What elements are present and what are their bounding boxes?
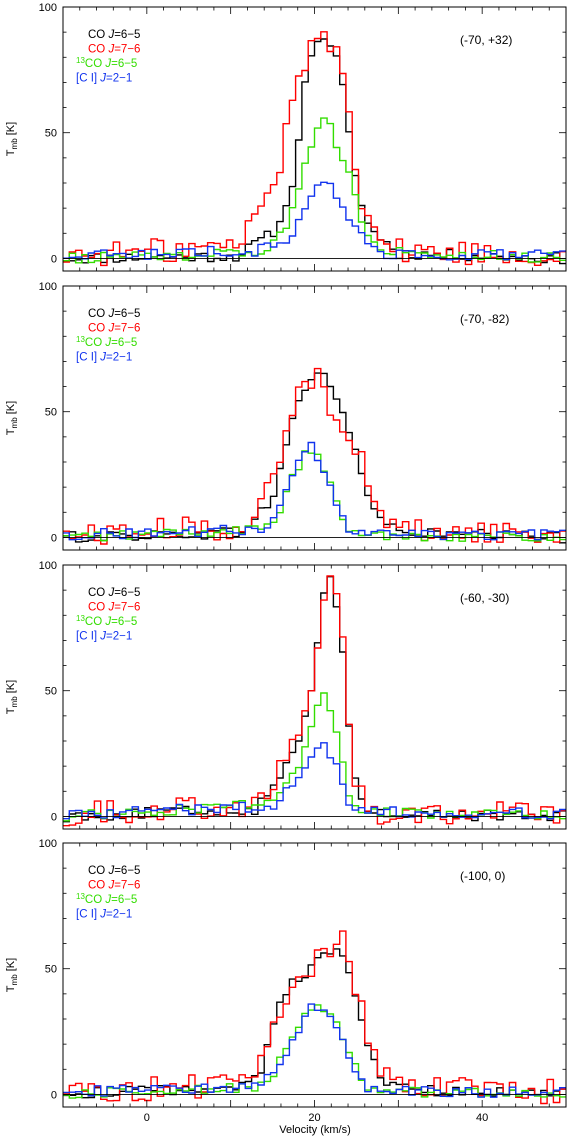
- panel-3-series-c-i-j-2-1: [63, 742, 566, 820]
- panel-2-y-tick-label: 50: [45, 407, 57, 419]
- panel-2-y-axis-label: Tmb [K]: [5, 401, 19, 435]
- panel-3-position-label: (-60, -30): [460, 591, 509, 605]
- panel-1-series-co-j-7-6: [63, 31, 566, 267]
- panel-2-legend-entry-1: CO J=6−5: [88, 308, 140, 320]
- panel-1-y-tick-label: 100: [39, 2, 57, 14]
- panel-2-position-label: (-70, -82): [460, 312, 509, 326]
- x-tick-label: 40: [476, 1112, 488, 1124]
- panel-4-y-tick-label: 0: [51, 1089, 57, 1101]
- panel-1-y-tick-label: 50: [45, 128, 57, 140]
- panel-1-y-axis-label: Tmb [K]: [5, 122, 19, 156]
- panel-4-y-tick-label: 50: [45, 964, 57, 976]
- panel-2-y-tick-label: 100: [39, 281, 57, 293]
- panel-4-legend-entry-1: CO J=6−5: [88, 865, 140, 877]
- panel-4-y-axis-label: Tmb [K]: [5, 958, 19, 992]
- panel-2-legend-entry-3: 13CO J=6−5: [76, 335, 137, 349]
- panel-1-ticks: [62, 6, 567, 271]
- panel-3-y-axis-label: Tmb [K]: [5, 680, 19, 714]
- panel-3-series-group: [63, 575, 566, 827]
- panel-1-legend-entry-4: [C I] J=2−1: [76, 73, 132, 85]
- panel-1-position-label: (-70, +32): [460, 33, 512, 47]
- panel-1-series-13co-j-6-5: [63, 117, 566, 264]
- panel-2-y-tick-label: 0: [51, 532, 57, 544]
- panel-3-ticks: [62, 564, 567, 829]
- panel-1-legend-entry-3: 13CO J=6−5: [76, 56, 137, 70]
- panel-1-y-tick-label: 0: [51, 253, 57, 265]
- panel-3-legend-entry-3: 13CO J=6−5: [76, 614, 137, 628]
- panel-3-y-tick-label: 0: [51, 811, 57, 823]
- panel-4-series-c-i-j-2-1: [63, 1003, 566, 1098]
- panel-3-legend-entry-1: CO J=6−5: [88, 587, 140, 599]
- panel-4-series-co-j-7-6: [63, 930, 566, 1105]
- panel-4-position-label: (-100, 0): [460, 869, 505, 883]
- panel-1-series-co-j-6-5: [63, 38, 566, 265]
- panel-2-series-c-i-j-2-1: [63, 441, 566, 541]
- panel-3: 0 50 100 Tmb [K] (-60, -30) CO J=6−5 CO J=7−61…: [5, 560, 567, 830]
- panel-3-legend-entry-2: CO J=7−6: [88, 602, 140, 614]
- panel-1-series-c-i-j-2-1: [63, 181, 566, 261]
- panel-2-series-co-j-6-5: [63, 372, 566, 544]
- panel-2-series-co-j-7-6: [63, 367, 566, 545]
- panel-1: 0 50 100 Tmb [K] (-70, +32) CO J=6−5 CO J=7−61…: [5, 2, 567, 272]
- panel-3-series-co-j-7-6: [63, 575, 566, 827]
- panel-4-legend-entry-2: CO J=7−6: [88, 880, 140, 892]
- panel-2-series-group: [63, 367, 566, 545]
- x-axis-label: Velocity (km/s): [279, 1124, 351, 1136]
- panel-3-y-tick-label: 100: [39, 560, 57, 572]
- panel-1-legend-entry-2: CO J=7−6: [88, 44, 140, 56]
- panel-4-series-group: [63, 930, 566, 1105]
- panel-4-series-13co-j-6-5: [63, 1004, 566, 1099]
- panel-2-ticks: [62, 285, 567, 550]
- panel-1-legend-entry-1: CO J=6−5: [88, 29, 140, 41]
- panel-4-y-tick-label: 100: [39, 838, 57, 850]
- panel-4-legend-entry-4: [C I] J=2−1: [76, 909, 132, 921]
- panel-2: 0 50 100 Tmb [K] (-70, -82) CO J=6−5 CO J=7−61…: [5, 281, 567, 551]
- x-tick-label: 20: [308, 1112, 320, 1124]
- panel-4-ticks: [62, 842, 567, 1107]
- panel-2-legend-entry-4: [C I] J=2−1: [76, 352, 132, 364]
- x-tick-label: 0: [144, 1112, 150, 1124]
- panel-2-legend-entry-2: CO J=7−6: [88, 323, 140, 335]
- panel-4-legend-entry-3: 13CO J=6−5: [76, 892, 137, 906]
- panel-3-y-tick-label: 50: [45, 686, 57, 698]
- panel-1-series-group: [63, 31, 566, 267]
- panel-4: 0 50 100 0 20 40 Tmb [K] (-100, 0) CO J=6−5 CO J=…: [5, 838, 567, 1124]
- panel-3-legend-entry-4: [C I] J=2−1: [76, 631, 132, 643]
